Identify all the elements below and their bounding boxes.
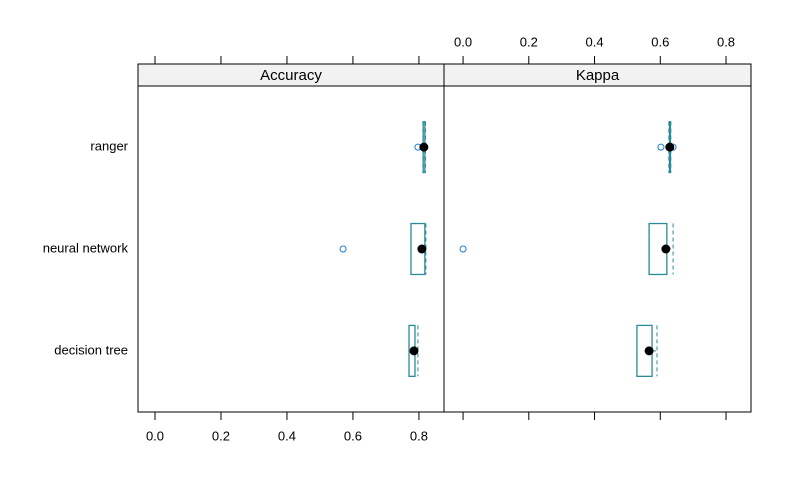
- median: [665, 142, 675, 152]
- panel: [137, 85, 445, 413]
- median: [644, 346, 654, 356]
- x-tick-label: 0.4: [586, 34, 604, 49]
- median: [409, 346, 419, 356]
- median: [661, 244, 671, 254]
- median: [419, 142, 429, 152]
- x-tick-label: 0.2: [520, 34, 538, 49]
- x-tick-label: 0.4: [278, 428, 296, 443]
- x-tick-label: 0.6: [651, 34, 669, 49]
- y-tick-label: ranger: [90, 139, 128, 154]
- strip: Accuracy: [260, 67, 322, 84]
- x-tick-label: 0.6: [344, 428, 362, 443]
- x-tick-label: 0.0: [146, 428, 164, 443]
- outlier: [339, 245, 347, 253]
- x-tick-label: 0.8: [717, 34, 735, 49]
- y-tick-label: decision tree: [54, 342, 128, 357]
- x-tick-label: 0.2: [212, 428, 230, 443]
- panel: [443, 85, 752, 413]
- x-tick-label: 0.0: [454, 34, 472, 49]
- outlier: [657, 143, 665, 151]
- x-tick-label: 0.8: [410, 428, 428, 443]
- strip: Kappa: [576, 67, 620, 84]
- y-tick-label: neural network: [43, 240, 129, 255]
- outlier: [459, 245, 467, 253]
- median: [417, 244, 427, 254]
